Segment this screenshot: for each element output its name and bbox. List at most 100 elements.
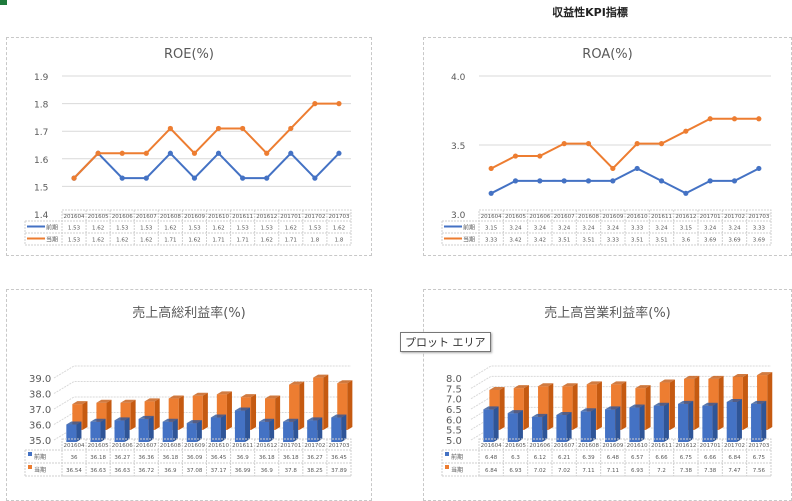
data-point[interactable] — [488, 165, 494, 172]
data-point[interactable] — [215, 150, 222, 156]
data-point[interactable] — [707, 178, 713, 184]
bar[interactable] — [96, 399, 112, 430]
bar[interactable] — [210, 414, 226, 442]
chart-gross-margin[interactable]: 売上高総利益率(%) 35.0 36.0 37.0 38.0 39.0 201604 201… — [6, 289, 372, 501]
data-point[interactable] — [488, 190, 494, 196]
bar[interactable] — [234, 407, 251, 442]
data-point[interactable] — [683, 190, 689, 196]
bar[interactable] — [653, 402, 669, 442]
data-point[interactable] — [537, 178, 543, 184]
chart-operating-margin[interactable]: 売上高営業利益率(%) 5.0 5.5 6.0 6.5 7.0 7.5 8.0 201604 2… — [423, 289, 792, 501]
bar[interactable] — [331, 414, 347, 442]
bar[interactable] — [538, 383, 554, 430]
data-point[interactable] — [71, 175, 77, 181]
chart-roe[interactable]: ROE(%) 1.4 1.5 1.6 1.7 1.8 1.9 201604 201605 201… — [6, 37, 372, 256]
bar[interactable] — [66, 421, 82, 443]
bar[interactable] — [507, 410, 523, 442]
data-point[interactable] — [240, 125, 246, 132]
data-point[interactable] — [215, 125, 222, 132]
bar[interactable] — [72, 401, 88, 430]
data-point[interactable] — [191, 150, 198, 156]
bar[interactable] — [532, 413, 548, 442]
bar[interactable] — [90, 418, 106, 442]
bar[interactable] — [283, 418, 299, 442]
data-point[interactable] — [512, 178, 519, 184]
bar[interactable] — [313, 374, 329, 430]
data-point[interactable] — [312, 101, 318, 107]
data-point[interactable] — [756, 165, 762, 172]
bar[interactable] — [120, 399, 136, 430]
bar[interactable] — [138, 415, 154, 442]
chart-roa[interactable]: ROA(%) 3.0 3.5 4.0 201604 201605 201606 201607… — [423, 37, 792, 256]
data-point[interactable] — [537, 153, 543, 159]
data-point[interactable] — [756, 116, 762, 122]
data-point[interactable] — [143, 150, 149, 156]
bar[interactable] — [702, 402, 718, 442]
data-point[interactable] — [634, 141, 640, 147]
bar[interactable] — [726, 398, 742, 442]
bar[interactable] — [751, 400, 767, 442]
data-point[interactable] — [336, 150, 342, 156]
table-cell: 1.62 — [212, 226, 224, 232]
series-line[interactable] — [73, 151, 340, 180]
bar[interactable] — [562, 383, 578, 430]
data-point[interactable] — [167, 125, 173, 132]
series-line[interactable] — [73, 102, 339, 179]
data-point[interactable] — [240, 175, 246, 181]
data-point[interactable] — [167, 150, 173, 156]
series-line[interactable] — [490, 167, 760, 195]
data-point[interactable] — [95, 150, 101, 156]
data-point[interactable] — [119, 175, 125, 181]
bar[interactable] — [605, 406, 621, 442]
bar[interactable] — [513, 385, 529, 430]
data-point[interactable] — [658, 178, 665, 184]
data-point[interactable] — [191, 175, 198, 181]
bar[interactable] — [192, 392, 208, 430]
bar[interactable] — [259, 418, 275, 442]
bar[interactable] — [337, 380, 353, 430]
data-point[interactable] — [634, 165, 640, 172]
data-point[interactable] — [561, 141, 567, 147]
data-point[interactable] — [610, 178, 616, 184]
data-point[interactable] — [731, 178, 738, 184]
bar[interactable] — [580, 408, 596, 442]
bar[interactable] — [144, 398, 160, 430]
bar[interactable] — [678, 400, 694, 442]
bar[interactable] — [483, 406, 499, 442]
bar[interactable] — [114, 417, 130, 442]
bar[interactable] — [216, 391, 232, 430]
data-point[interactable] — [707, 116, 713, 122]
bar[interactable] — [307, 417, 323, 442]
data-point[interactable] — [143, 175, 149, 181]
series-line[interactable] — [490, 117, 759, 170]
bar[interactable] — [289, 381, 305, 430]
data-point[interactable] — [585, 141, 592, 147]
data-point[interactable] — [288, 125, 294, 132]
data-point[interactable] — [264, 150, 270, 156]
data-point[interactable] — [683, 128, 689, 134]
bar[interactable] — [168, 395, 184, 430]
data-point[interactable] — [512, 153, 519, 159]
data-point[interactable] — [119, 150, 125, 156]
bar[interactable] — [586, 381, 602, 430]
data-point[interactable] — [731, 116, 738, 122]
data-point[interactable] — [658, 141, 665, 147]
bar[interactable] — [629, 404, 645, 442]
bar[interactable] — [556, 411, 572, 442]
bar[interactable] — [186, 420, 202, 442]
bar[interactable] — [265, 395, 281, 430]
data-point[interactable] — [288, 150, 294, 156]
table-cell: 36.27 — [307, 455, 323, 461]
bar[interactable] — [162, 418, 178, 442]
data-point[interactable] — [312, 175, 318, 181]
data-point[interactable] — [336, 101, 342, 107]
data-point[interactable] — [561, 178, 567, 184]
data-point[interactable] — [610, 165, 616, 172]
table-cell: 3.6 — [681, 238, 690, 244]
data-point[interactable] — [585, 178, 592, 184]
data-point[interactable] — [264, 175, 270, 181]
